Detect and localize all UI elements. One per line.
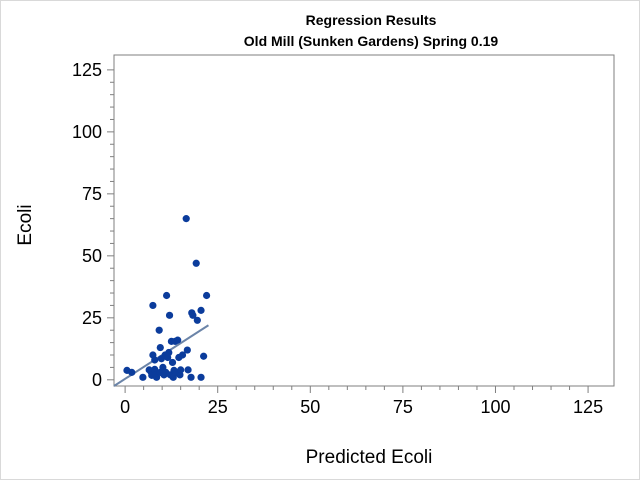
data-point [184,366,192,374]
points-layer [123,215,211,381]
data-point [149,301,157,310]
data-point [197,373,205,381]
y-tick-label: 50 [82,246,102,266]
x-axis-title: Predicted Ecoli [306,447,433,468]
y-axis-title: Ecoli [15,204,36,245]
data-point [192,259,200,267]
data-point [162,291,171,300]
x-tick-label: 125 [573,397,603,417]
data-point [197,306,205,314]
chart-title: Regression Results [306,12,437,28]
x-tick-label: 50 [300,397,320,417]
data-point [177,366,185,374]
x-tick-label: 25 [208,397,228,417]
y-tick-label: 125 [72,60,102,80]
x-tick-label: 0 [120,397,130,417]
data-point [178,351,187,359]
data-point [187,373,195,381]
x-tick-label: 75 [393,397,413,417]
data-point [151,365,159,373]
y-tick-label: 0 [92,370,102,390]
data-point [168,358,177,367]
x-tick-label: 100 [480,397,510,417]
data-point [174,336,182,344]
data-point [155,326,163,334]
data-point [128,368,136,376]
data-point [156,343,164,352]
data-point [165,311,174,319]
y-tick-label: 100 [72,122,102,142]
data-point [183,346,191,354]
data-point [189,311,197,319]
y-tick-label: 75 [82,184,102,204]
data-point [182,215,190,223]
data-point [193,316,201,324]
data-point [165,348,173,357]
chart-subtitle: Old Mill (Sunken Gardens) Spring 0.19 [244,33,499,49]
data-point [151,356,159,364]
y-tick-label: 25 [82,308,102,328]
data-point [200,352,208,360]
data-point [202,291,211,300]
y-axis: 0 25 50 75 100 125 [72,60,114,390]
x-axis: 0 25 50 75 100 125 [120,386,603,417]
plot-area [113,54,615,387]
data-point [139,373,147,381]
data-point [152,373,161,381]
